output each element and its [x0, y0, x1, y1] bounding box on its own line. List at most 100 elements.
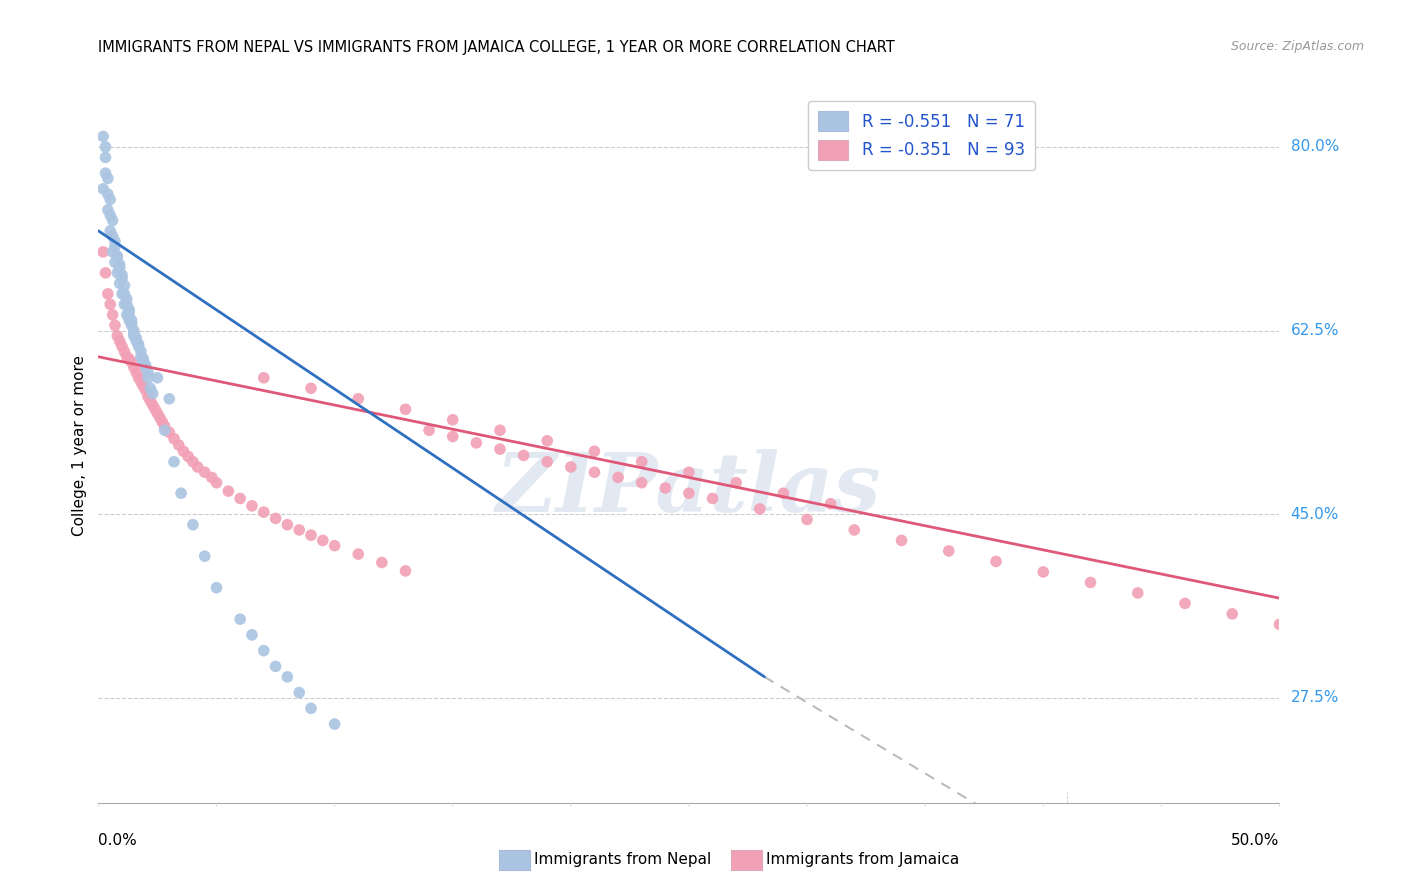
Point: [146, 371, 169, 385]
Point: [312, 533, 335, 548]
Point: [465, 435, 488, 450]
Point: [163, 432, 186, 446]
Point: [264, 511, 287, 525]
Point: [844, 523, 866, 537]
Point: [240, 628, 263, 642]
Point: [122, 328, 145, 343]
Point: [115, 297, 138, 311]
Point: [560, 460, 582, 475]
Point: [489, 423, 512, 437]
Point: [394, 564, 416, 578]
Point: [98, 208, 121, 222]
Point: [132, 351, 155, 366]
Point: [97, 286, 120, 301]
Point: [1268, 617, 1291, 632]
Point: [607, 470, 630, 484]
Point: [536, 455, 558, 469]
Point: [702, 491, 724, 506]
Point: [194, 465, 217, 479]
Text: 62.5%: 62.5%: [1291, 323, 1339, 338]
Point: [94, 166, 117, 180]
Point: [108, 257, 131, 271]
Point: [748, 502, 770, 516]
Point: [143, 402, 166, 417]
Point: [94, 150, 117, 164]
Point: [98, 224, 121, 238]
Point: [418, 423, 440, 437]
Point: [111, 271, 134, 285]
Point: [128, 339, 150, 353]
Point: [94, 266, 117, 280]
Point: [1080, 575, 1102, 590]
Point: [253, 371, 276, 385]
Point: [229, 491, 252, 506]
Point: [170, 486, 193, 500]
Point: [1220, 607, 1243, 621]
Point: [128, 337, 150, 351]
Point: [146, 407, 169, 421]
Point: [104, 255, 127, 269]
Point: [104, 235, 127, 249]
Point: [796, 512, 818, 526]
Point: [1174, 596, 1197, 610]
Text: Source: ZipAtlas.com: Source: ZipAtlas.com: [1230, 40, 1364, 54]
Point: [157, 392, 180, 406]
Point: [118, 302, 141, 317]
Point: [128, 371, 150, 385]
Point: [104, 318, 127, 333]
Point: [104, 239, 127, 253]
Point: [194, 549, 217, 564]
Text: 80.0%: 80.0%: [1291, 139, 1339, 154]
Point: [201, 470, 224, 484]
Point: [253, 643, 276, 657]
Point: [890, 533, 912, 548]
Point: [157, 425, 180, 440]
Point: [132, 355, 155, 369]
Point: [1316, 628, 1339, 642]
Legend: R = -0.551   N = 71, R = -0.351   N = 93: R = -0.551 N = 71, R = -0.351 N = 93: [808, 101, 1035, 170]
Point: [98, 297, 121, 311]
Point: [125, 366, 148, 380]
Point: [1362, 770, 1385, 784]
Point: [153, 423, 176, 437]
Point: [142, 386, 165, 401]
Point: [938, 544, 960, 558]
Point: [678, 465, 700, 479]
Point: [323, 539, 346, 553]
Point: [122, 326, 145, 341]
Point: [772, 486, 794, 500]
Point: [253, 505, 276, 519]
Point: [371, 556, 394, 570]
Point: [139, 393, 162, 408]
Point: [121, 318, 143, 333]
Point: [299, 381, 322, 395]
Point: [299, 701, 322, 715]
Point: [121, 355, 143, 369]
Text: Immigrants from Jamaica: Immigrants from Jamaica: [766, 853, 959, 867]
Point: [112, 297, 135, 311]
Y-axis label: College, 1 year or more: College, 1 year or more: [72, 356, 87, 536]
Point: [299, 528, 322, 542]
Point: [276, 670, 298, 684]
Point: [394, 402, 416, 417]
Point: [441, 429, 464, 443]
Point: [630, 455, 652, 469]
Point: [323, 717, 346, 731]
Point: [101, 229, 124, 244]
Point: [217, 484, 239, 499]
Point: [441, 413, 464, 427]
Point: [630, 475, 652, 490]
Point: [132, 379, 155, 393]
Point: [725, 475, 748, 490]
Point: [101, 308, 124, 322]
Point: [135, 360, 157, 375]
Point: [135, 384, 157, 398]
Point: [97, 187, 120, 202]
Point: [136, 371, 159, 385]
Text: 0.0%: 0.0%: [98, 833, 138, 848]
Point: [108, 334, 131, 348]
Point: [149, 410, 172, 425]
Point: [118, 306, 141, 320]
Point: [1032, 565, 1054, 579]
Point: [136, 390, 159, 404]
